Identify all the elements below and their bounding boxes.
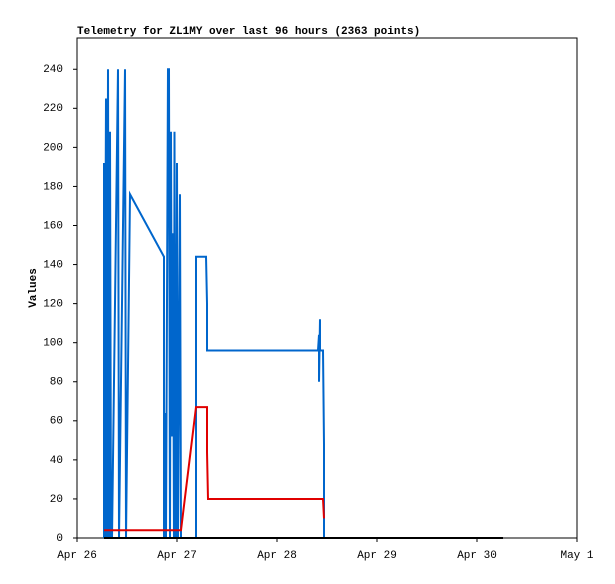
y-tick-label: 140 (43, 259, 63, 271)
y-tick-label: 0 (56, 533, 63, 545)
y-tick-label: 100 (43, 338, 63, 350)
series-line (103, 68, 325, 539)
x-tick-label: Apr 30 (457, 550, 497, 562)
x-tick-label: Apr 28 (257, 550, 297, 562)
x-tick-label: Apr 26 (57, 550, 97, 562)
y-tick-label: 80 (50, 377, 63, 389)
chart-title: Telemetry for ZL1MY over last 96 hours (… (77, 26, 420, 38)
y-tick-label: 60 (50, 416, 63, 428)
y-tick-label: 240 (43, 64, 63, 76)
y-tick-label: 160 (43, 220, 63, 232)
y-tick-label: 200 (43, 142, 63, 154)
y-axis-label: Values (28, 268, 40, 308)
y-tick-label: 20 (50, 494, 63, 506)
y-tick-label: 180 (43, 181, 63, 193)
y-tick-label: 40 (50, 455, 63, 467)
x-tick-label: Apr 27 (157, 550, 197, 562)
plot-frame (76, 37, 578, 539)
x-tick-label: Apr 29 (357, 550, 397, 562)
series-line (104, 406, 325, 532)
y-tick-label: 220 (43, 103, 63, 115)
x-tick-label: May 1 (560, 550, 593, 562)
y-tick-label: 120 (43, 299, 63, 311)
